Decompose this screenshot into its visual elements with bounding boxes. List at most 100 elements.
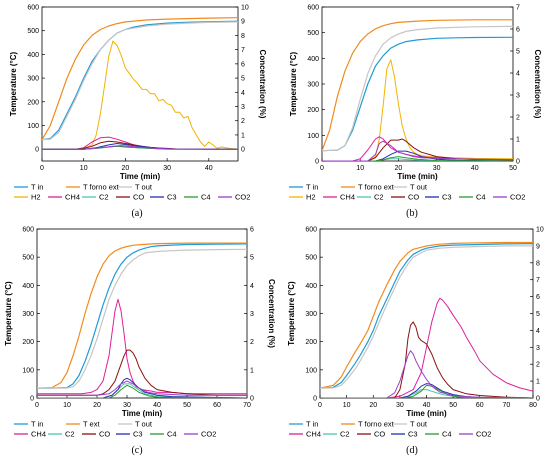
series-line-t-out <box>37 248 247 389</box>
y2-tick-label: 7 <box>241 47 245 54</box>
x-tick-label: 20 <box>122 165 130 172</box>
series-group <box>42 17 238 150</box>
legend-entry: T out <box>135 183 153 192</box>
y-tick-label: 0 <box>30 396 34 403</box>
legend-entry: T in <box>31 420 43 429</box>
y-tick-label: 400 <box>305 283 317 290</box>
legend-entry: C3 <box>133 430 143 439</box>
x-tick-label: 0 <box>40 165 44 172</box>
series-line-t-forno-ext <box>320 241 533 389</box>
y2-tick-label: 8 <box>536 260 540 267</box>
y2-tick-label: 8 <box>241 33 245 40</box>
series-line-ch4 <box>37 298 247 395</box>
legend-entry: T out <box>410 420 428 429</box>
legend-entry: C2 <box>99 193 109 202</box>
y2-axis-label: Concentration (%) <box>533 50 542 119</box>
x-tick-label: 40 <box>423 402 431 409</box>
y2-tick-label: 4 <box>536 328 540 335</box>
x-axis-label: Time (min) <box>397 172 438 181</box>
y2-tick-label: 2 <box>250 339 254 346</box>
chart-panel-3: 0 10 20 30 40 50 60 70 8001002003004005006000123… <box>287 227 544 457</box>
chart-panel-1: 0 10 20 30 40 50010020030040050060001234567Ti… <box>289 5 542 219</box>
y2-tick-label: 2 <box>516 115 520 122</box>
series-line-co2 <box>42 145 238 150</box>
y2-tick-label: 3 <box>516 93 520 100</box>
y2-tick-label: 9 <box>241 19 245 26</box>
x-tick-label: 30 <box>163 165 171 172</box>
legend-entry: T out <box>410 183 428 192</box>
y-tick-label: 400 <box>22 283 34 290</box>
series-line-h2 <box>42 40 238 150</box>
y-tick-label: 100 <box>27 123 39 130</box>
y2-tick-label: 5 <box>536 311 540 318</box>
x-tick-label: 10 <box>356 165 364 172</box>
chart-panel-2: 0 10 20 30 40 50 60 700100200300400500600012345… <box>4 227 276 457</box>
legend-entry: CO <box>408 193 419 202</box>
x-axis-label: Time (min) <box>120 172 161 181</box>
y2-tick-label: 3 <box>250 311 254 318</box>
legend-entry: CH4 <box>306 430 321 439</box>
y2-tick-label: 7 <box>536 277 540 284</box>
series-line-t-ext <box>37 242 247 389</box>
series-group <box>320 241 533 398</box>
series-line-c3 <box>322 150 513 161</box>
legend-entry: T forno ext <box>358 183 395 192</box>
legend-entry: H2 <box>306 193 316 202</box>
series-line-c4 <box>322 156 513 161</box>
y-tick-label: 500 <box>305 255 317 262</box>
y2-tick-label: 2 <box>241 118 245 125</box>
legend-entry: T out <box>135 420 153 429</box>
y2-tick-label: 2 <box>536 362 540 369</box>
y-tick-label: 300 <box>27 76 39 83</box>
series-line-co <box>37 349 247 396</box>
series-line-t-in <box>322 36 513 152</box>
legend-entry: H2 <box>31 193 41 202</box>
legend-entry: C4 <box>201 193 211 202</box>
legend-entry: CO <box>133 193 144 202</box>
panel-label: (c) <box>131 445 142 456</box>
y-axis-label: Temperature (°C) <box>287 281 296 346</box>
y2-tick-label: 1 <box>516 137 520 144</box>
y2-tick-label: 5 <box>516 49 520 56</box>
y2-tick-label: 1 <box>241 132 245 139</box>
y-tick-label: 300 <box>307 82 319 89</box>
y-tick-label: 300 <box>22 311 34 318</box>
y2-tick-label: 0 <box>250 396 254 403</box>
x-tick-label: 10 <box>343 402 351 409</box>
y-tick-label: 100 <box>307 133 319 140</box>
y2-tick-label: 6 <box>241 61 245 68</box>
y2-tick-label: 5 <box>241 76 245 83</box>
x-tick-label: 20 <box>395 165 403 172</box>
x-tick-label: 60 <box>213 402 221 409</box>
y2-tick-label: 7 <box>516 5 520 12</box>
series-line-ch4 <box>320 297 533 398</box>
x-tick-label: 50 <box>449 402 457 409</box>
series-line-t-in <box>37 243 247 389</box>
y-axis-label: Temperature (°C) <box>289 51 298 116</box>
panel-label: (b) <box>406 208 418 219</box>
series-line-co2 <box>322 140 513 161</box>
y2-tick-label: 6 <box>536 294 540 301</box>
y-axis-label: Temperature (°C) <box>9 51 18 116</box>
x-tick-label: 20 <box>369 402 377 409</box>
series-line-t-out <box>320 245 533 389</box>
y-tick-label: 200 <box>22 339 34 346</box>
legend-entry: C3 <box>408 430 418 439</box>
x-tick-label: 20 <box>93 402 101 409</box>
legend-entry: C2 <box>374 193 384 202</box>
legend-entry: CH4 <box>31 430 46 439</box>
legend-entry: CO2 <box>201 430 216 439</box>
legend-entry: CO2 <box>235 193 250 202</box>
legend-entry: C4 <box>476 193 486 202</box>
panel-label: (d) <box>406 445 418 456</box>
y2-axis-label: Concentration (%) <box>258 50 267 119</box>
legend-entry: T ext <box>83 420 100 429</box>
x-tick-label: 50 <box>509 165 517 172</box>
legend-entry: CH4 <box>65 193 80 202</box>
legend-entry: C3 <box>442 193 452 202</box>
y2-tick-label: 10 <box>241 5 249 12</box>
y2-tick-label: 1 <box>536 379 540 386</box>
x-tick-label: 50 <box>183 402 191 409</box>
y2-axis-label: Concentration (%) <box>267 279 276 348</box>
